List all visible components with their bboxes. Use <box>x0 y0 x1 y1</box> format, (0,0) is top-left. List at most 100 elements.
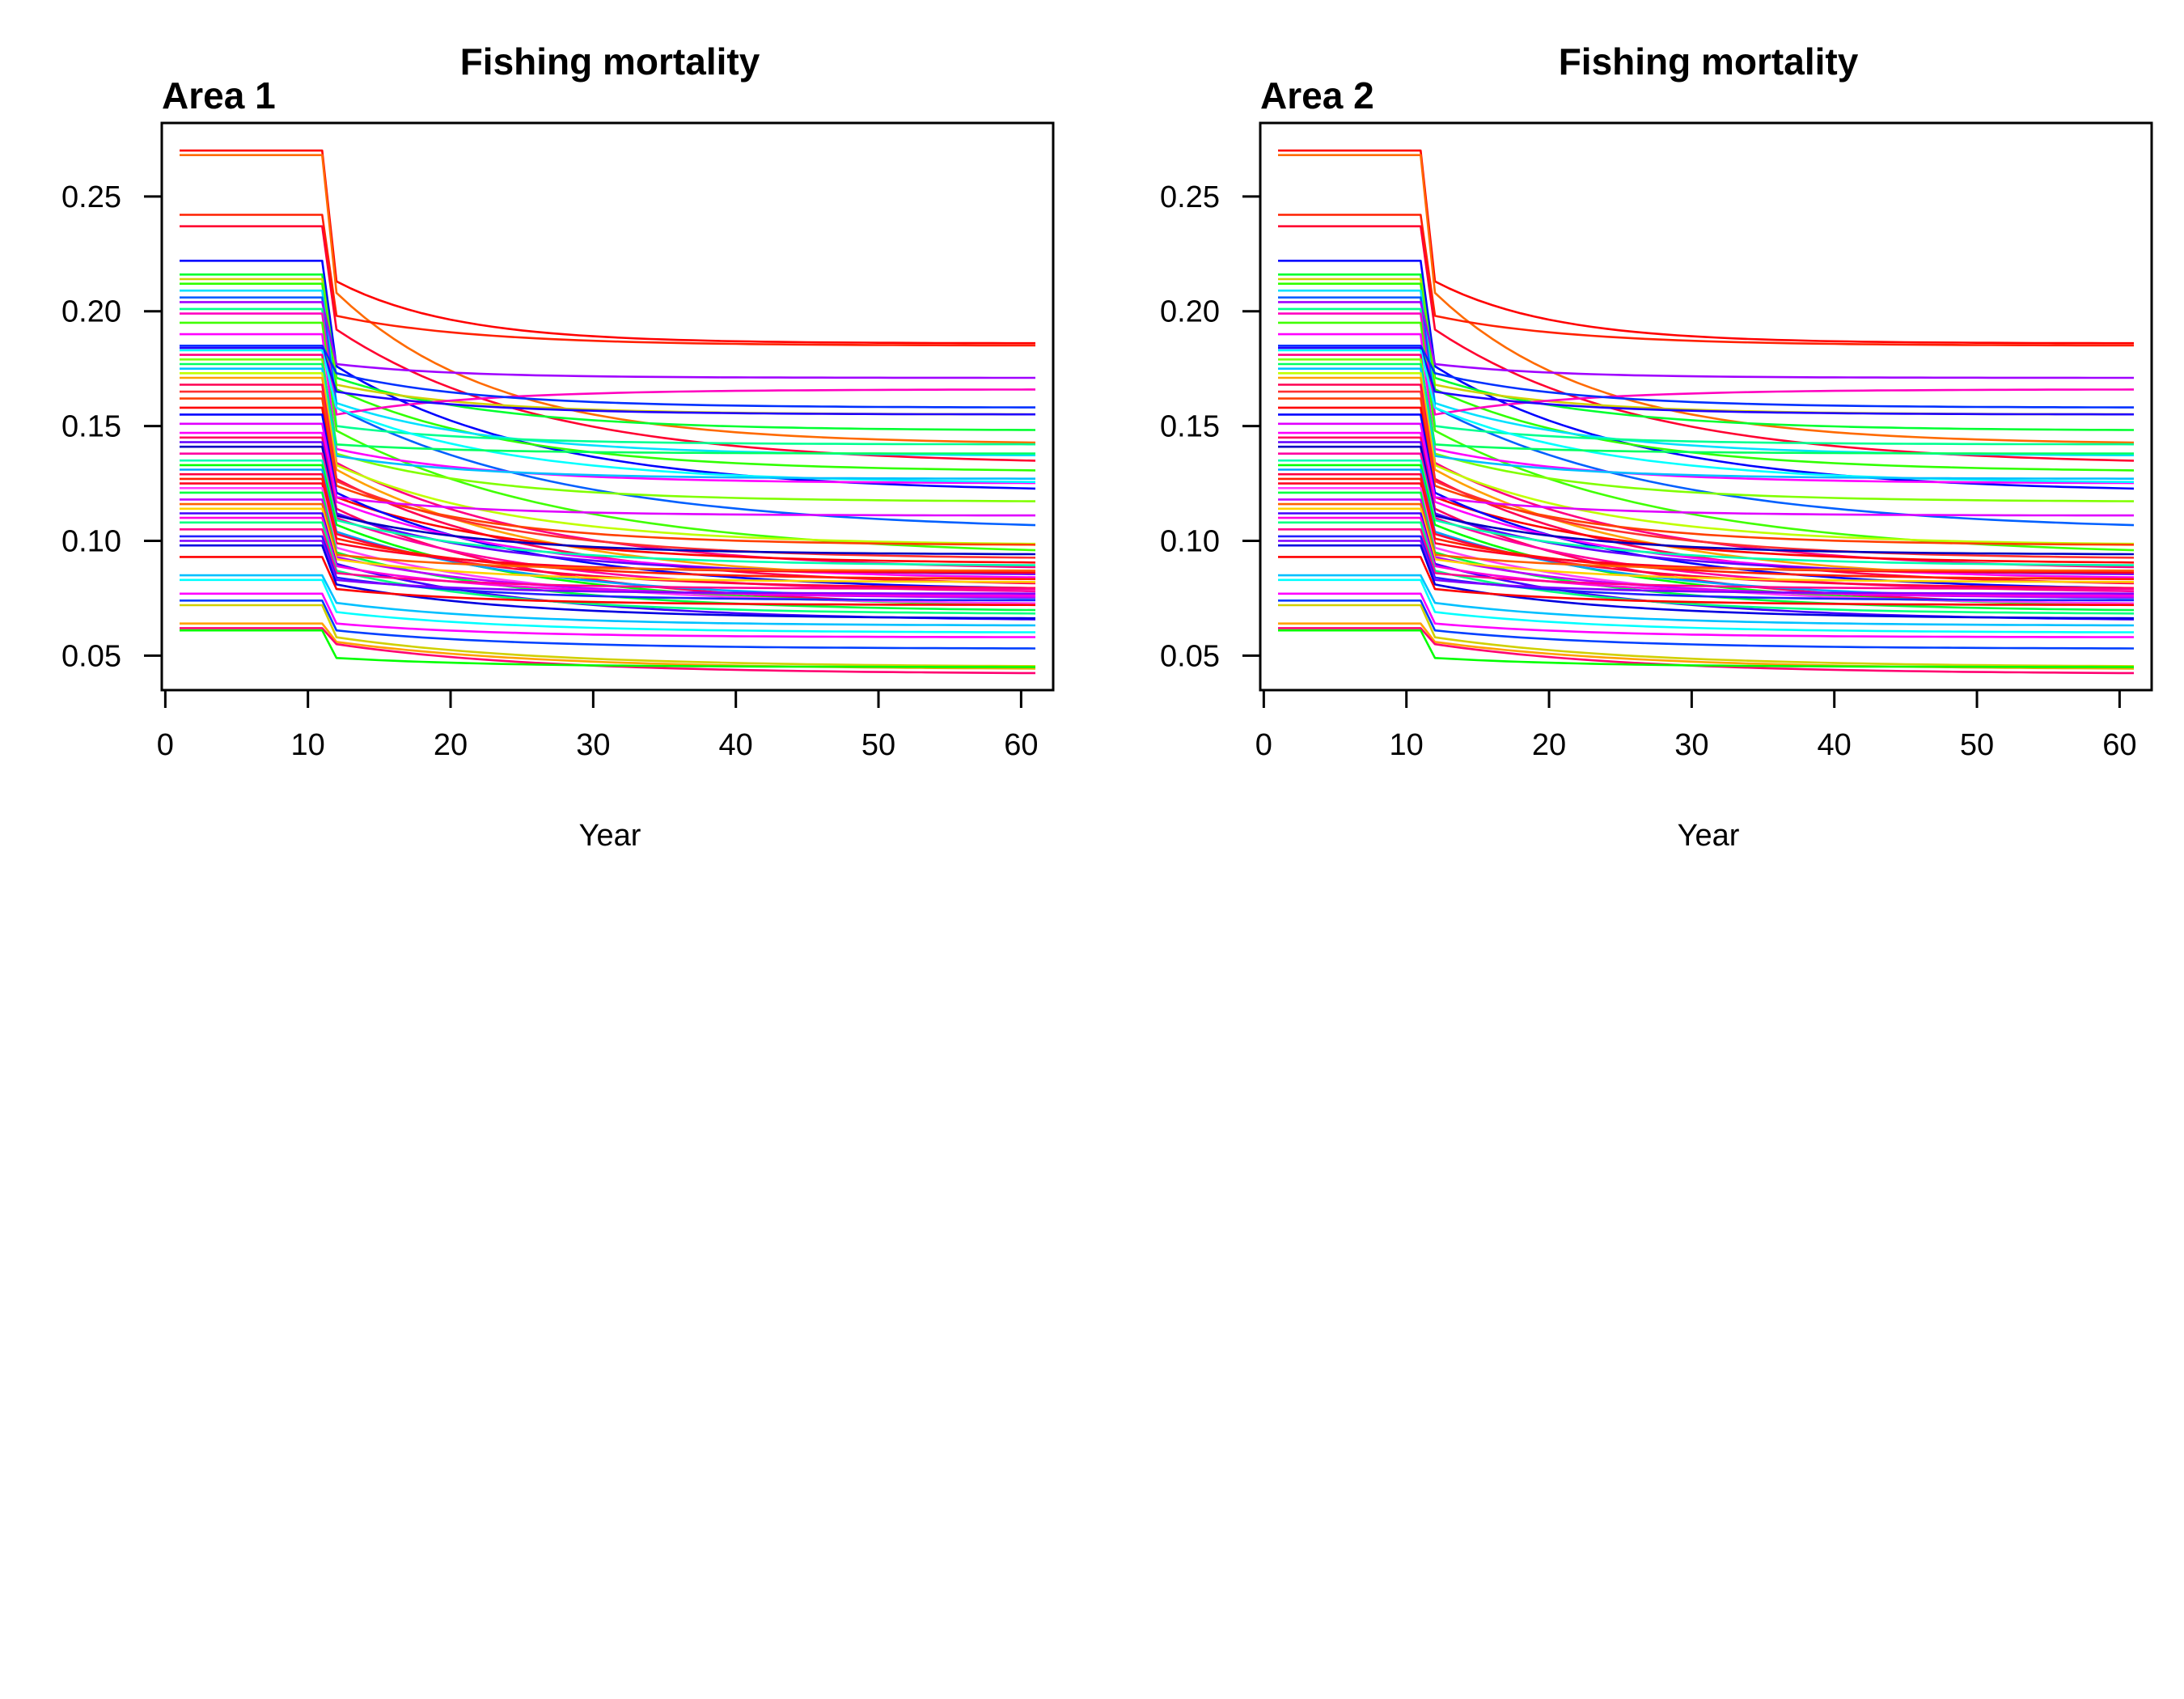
chart-title: Fishing mortality <box>1559 40 1859 83</box>
x-tick-label: 0 <box>1255 728 1272 762</box>
series-line-62 <box>180 629 1035 668</box>
series-line-31 <box>180 431 1036 578</box>
chart-panel-area-2: Fishing mortality Area 2 Year 0 10 20 30 40 5… <box>1160 40 2153 853</box>
plot-frame <box>160 121 1055 692</box>
x-axis-title: Year <box>579 819 641 853</box>
x-tick-label: 50 <box>1960 728 1994 762</box>
series-line-11 <box>1278 301 2134 379</box>
y-tick-label: 0.20 <box>1160 295 1220 329</box>
series-line-18 <box>180 349 1036 483</box>
series-line-51 <box>1278 535 2135 602</box>
series-line-18 <box>1278 349 2135 483</box>
series-line-5 <box>180 259 1036 490</box>
series-line-16 <box>1278 344 2134 409</box>
series-line-22 <box>180 367 1035 481</box>
series-line-17 <box>180 346 1035 416</box>
series-line-15 <box>1278 333 2135 485</box>
series-line-1 <box>1278 149 2134 345</box>
series-line-22 <box>1278 367 2134 481</box>
series-line-4 <box>180 225 1036 462</box>
series-line-29 <box>180 413 1036 590</box>
series-line-2 <box>1278 154 2135 444</box>
y-tick-label: 0.05 <box>61 639 121 673</box>
y-tick-label: 0.25 <box>1160 180 1220 214</box>
series-line-8 <box>180 282 1036 472</box>
series-line-6 <box>180 273 1036 431</box>
series-line-16 <box>180 344 1035 409</box>
y-tick-label: 0.15 <box>61 410 121 444</box>
chart-subtitle: Area 1 <box>162 74 276 117</box>
series-line-28 <box>1278 406 2135 564</box>
series-line-45 <box>1278 502 2134 572</box>
y-tick-label: 0.10 <box>61 525 121 559</box>
series-line-31 <box>1278 431 2135 578</box>
series-line-46 <box>1278 507 2135 583</box>
series-line-54 <box>1278 556 2135 607</box>
y-tick-label: 0.10 <box>1160 525 1220 559</box>
series-line-40 <box>1278 477 2135 581</box>
y-tick-label: 0.25 <box>61 180 121 214</box>
series-line-53 <box>1278 544 2135 620</box>
series-line-36 <box>1278 459 2135 566</box>
x-tick-label: 40 <box>719 728 753 762</box>
series-line-58 <box>1278 599 2135 650</box>
axes-layer: 0 10 20 30 40 50 60 0.05 0.10 0.15 0.20 0.25 <box>61 121 1055 762</box>
series-line-11 <box>180 301 1035 379</box>
series-line-28 <box>180 406 1036 564</box>
series-layer <box>180 149 1036 675</box>
series-line-46 <box>180 507 1036 583</box>
series-line-23 <box>180 371 1036 545</box>
series-line-54 <box>180 556 1036 607</box>
series-line-20 <box>180 358 1036 502</box>
series-line-52 <box>180 540 1035 595</box>
series-line-1 <box>180 149 1035 345</box>
series-line-50 <box>1278 527 2134 591</box>
chart-title: Fishing mortality <box>460 40 760 83</box>
x-tick-label: 60 <box>2102 728 2136 762</box>
series-line-57 <box>180 592 1035 638</box>
series-line-14 <box>180 321 1036 552</box>
series-line-55 <box>180 574 1036 627</box>
series-line-3 <box>1278 214 2134 347</box>
y-tick-label: 0.20 <box>61 295 121 329</box>
series-line-62 <box>1278 629 2134 668</box>
x-tick-label: 60 <box>1004 728 1038 762</box>
series-line-30 <box>180 422 1035 517</box>
series-line-51 <box>180 535 1036 602</box>
series-line-36 <box>180 459 1036 566</box>
series-line-55 <box>1278 574 2135 627</box>
series-line-27 <box>180 397 1036 546</box>
series-line-15 <box>180 333 1036 485</box>
series-line-4 <box>1278 225 2135 462</box>
series-line-21 <box>1278 362 2134 455</box>
series-line-12 <box>180 307 1036 446</box>
series-line-49 <box>180 521 1036 615</box>
series-line-12 <box>1278 307 2135 446</box>
series-line-56 <box>1278 578 2134 633</box>
plot-frame <box>1259 121 2153 692</box>
x-tick-label: 30 <box>576 728 610 762</box>
series-line-23 <box>1278 371 2135 545</box>
series-line-59 <box>1278 604 2135 667</box>
series-line-8 <box>1278 282 2135 472</box>
x-tick-label: 40 <box>1818 728 1852 762</box>
chart-panel-area-1: Fishing mortality Area 1 Year 0 10 20 30 40 5… <box>61 40 1055 853</box>
series-line-53 <box>180 544 1036 620</box>
series-line-26 <box>180 390 1036 559</box>
series-line-52 <box>1278 540 2134 595</box>
series-line-21 <box>180 362 1035 455</box>
series-layer <box>1278 149 2135 675</box>
series-line-17 <box>1278 346 2134 416</box>
axes-layer: 0 10 20 30 40 50 60 0.05 0.10 0.15 0.20 0.25 <box>1160 121 2153 762</box>
series-line-27 <box>1278 397 2135 546</box>
series-line-26 <box>1278 390 2135 559</box>
x-tick-label: 20 <box>434 728 468 762</box>
y-tick-label: 0.15 <box>1160 410 1220 444</box>
series-line-20 <box>1278 358 2135 502</box>
series-line-5 <box>1278 259 2135 490</box>
chart-subtitle: Area 2 <box>1260 74 1374 117</box>
series-line-34 <box>1278 445 2135 556</box>
series-line-45 <box>180 502 1035 572</box>
series-line-57 <box>1278 592 2134 638</box>
series-line-59 <box>180 604 1036 667</box>
